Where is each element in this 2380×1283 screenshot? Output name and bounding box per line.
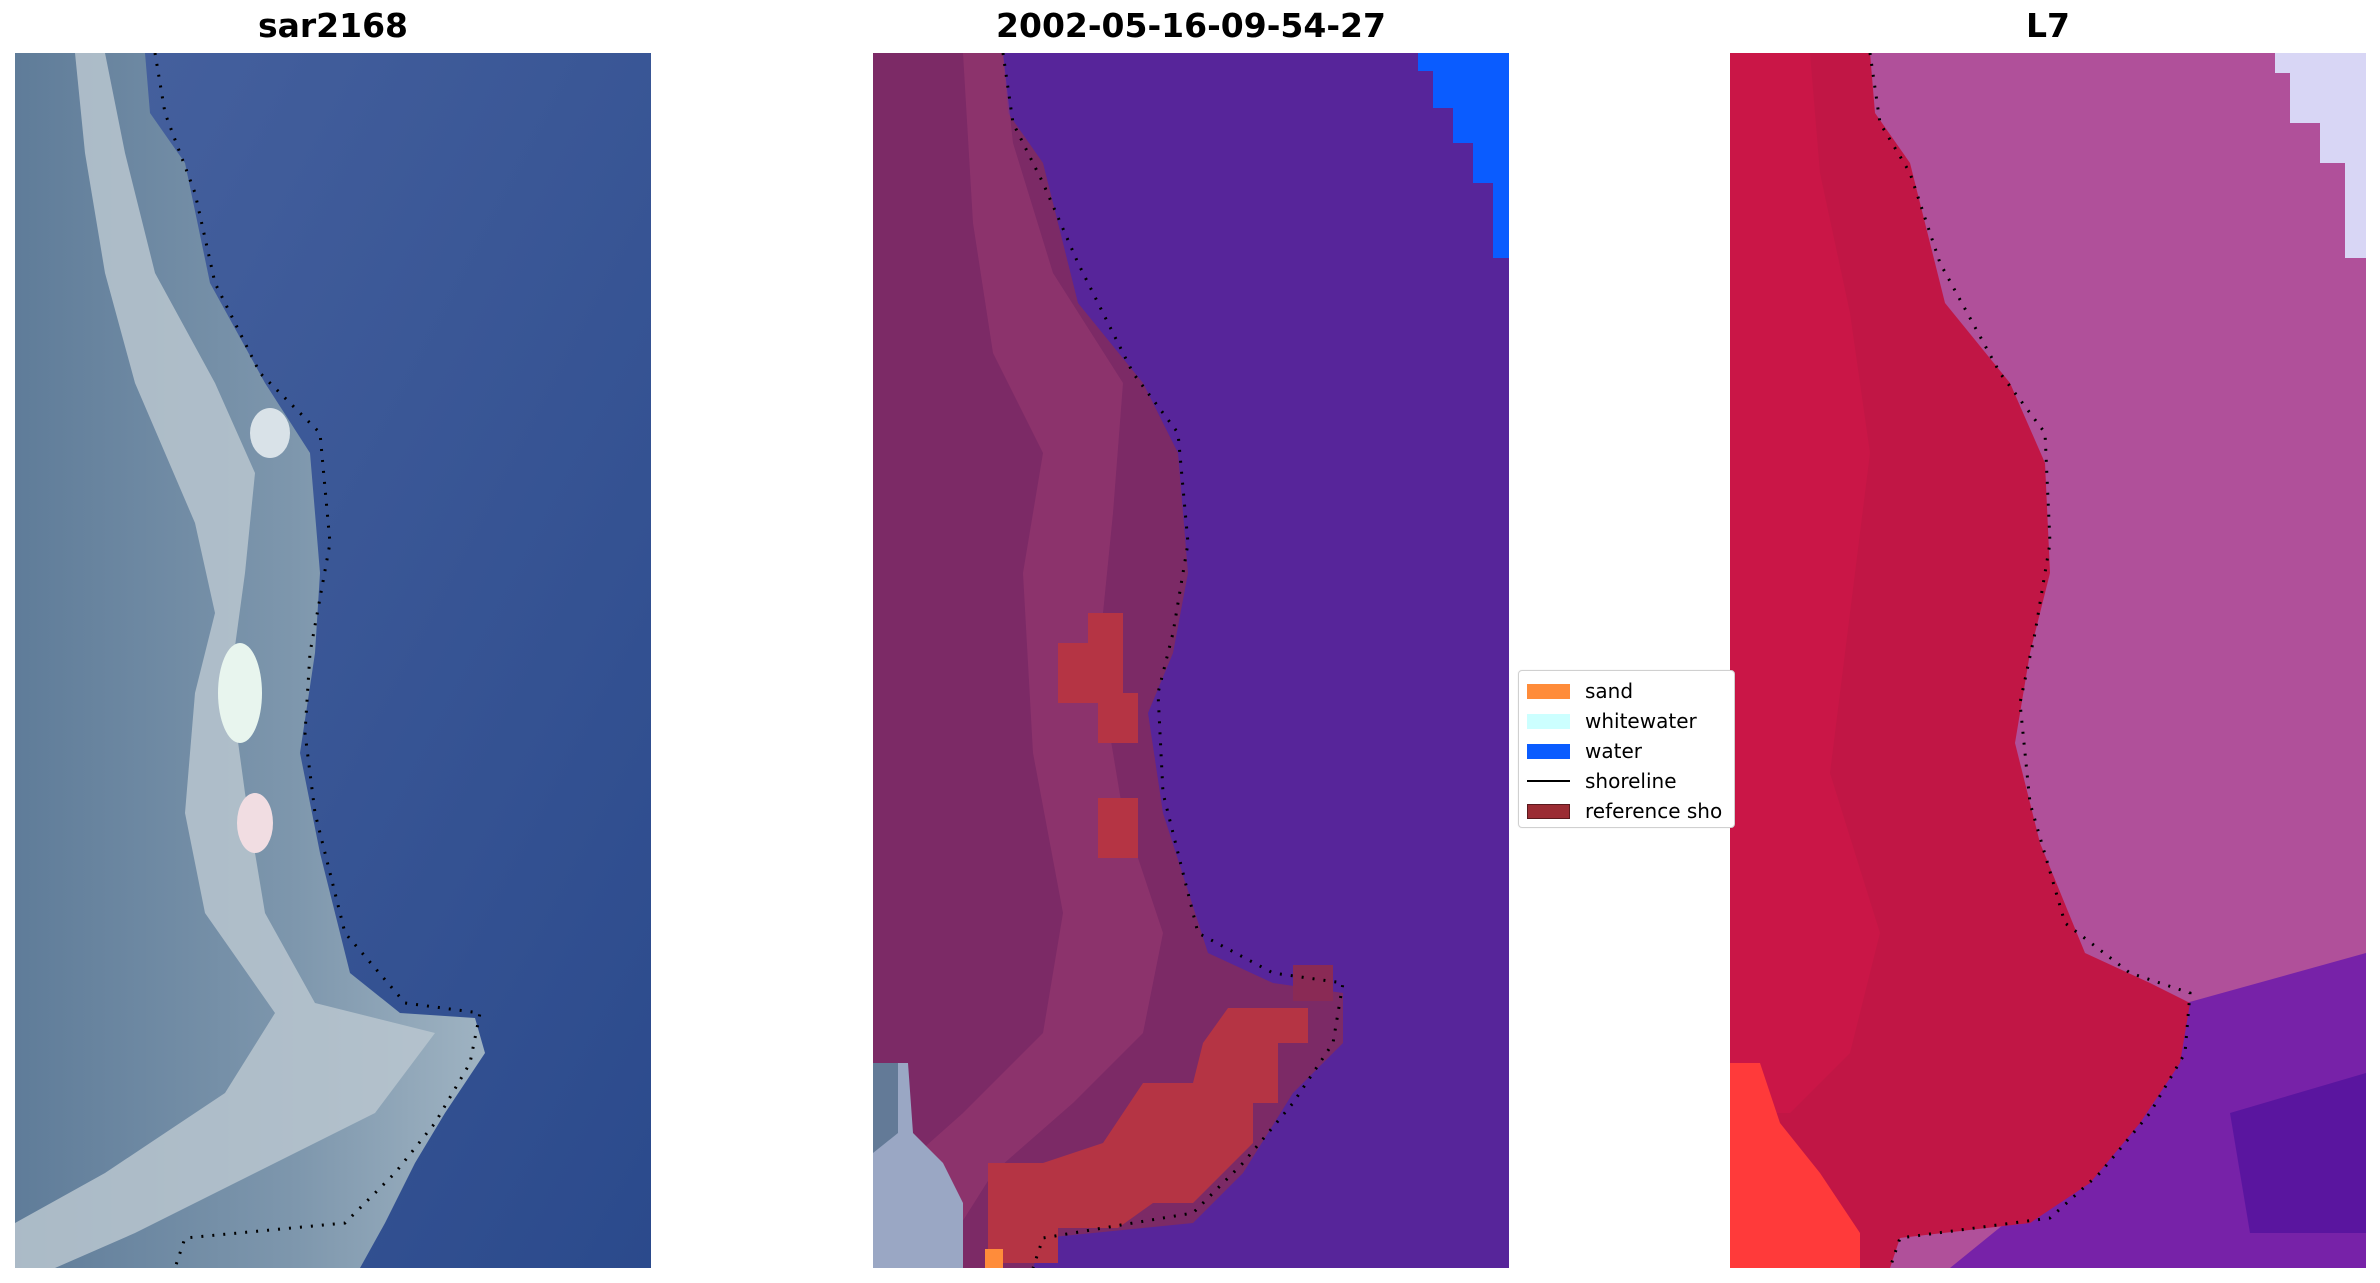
- sand-swatch-icon: [1527, 683, 1570, 699]
- l7-deep-water-2: [2230, 1073, 2366, 1233]
- bright-spot-3: [250, 408, 290, 458]
- panel-title-date: 2002-05-16-09-54-27: [996, 6, 1386, 45]
- legend-item-shoreline: shoreline: [1527, 767, 1677, 795]
- l7-land-bright: [1730, 53, 1880, 1113]
- water-swatch-icon: [1527, 743, 1570, 759]
- reference-swatch-icon: [1527, 803, 1570, 819]
- legend-label-water: water: [1585, 739, 1642, 763]
- reference-patch-1: [1058, 613, 1138, 743]
- rgb-image-svg: [15, 53, 651, 1268]
- land-mid-tone: [873, 53, 1163, 1268]
- classified-image: [873, 53, 1509, 1268]
- rgb-satellite-image: [15, 53, 651, 1268]
- legend-item-sand: sand: [1527, 677, 1633, 705]
- panel-title-sar: sar2168: [257, 6, 409, 45]
- reference-patch-4: [1293, 965, 1333, 1001]
- classified-image-svg: [873, 53, 1509, 1268]
- grey-corner: [873, 1063, 898, 1153]
- water-class-patch: [1418, 53, 1509, 258]
- whitewater-swatch-icon: [1527, 713, 1570, 729]
- panel-title-l7: L7: [2026, 6, 2070, 45]
- l7-light-corner: [2275, 53, 2366, 258]
- legend-label-sand: sand: [1585, 679, 1634, 703]
- false-color-image: [1730, 53, 2366, 1268]
- legend-label-shoreline: shoreline: [1585, 769, 1677, 793]
- sand-pixel: [985, 1249, 1003, 1268]
- bright-spot-2: [237, 793, 273, 853]
- legend-item-whitewater: whitewater: [1527, 707, 1697, 735]
- legend-item-reference-shoreline: reference sho: [1527, 797, 1722, 825]
- l7-red-corner: [1730, 1063, 1860, 1268]
- legend-label-whitewater: whitewater: [1585, 709, 1697, 733]
- l7-image-svg: [1730, 53, 2366, 1268]
- shoreline-line-icon: [1527, 780, 1570, 782]
- reference-patch-3: [988, 1008, 1308, 1263]
- legend: sand whitewater water shoreline referenc…: [1518, 670, 1735, 828]
- bright-spot: [218, 643, 262, 743]
- legend-item-water: water: [1527, 737, 1642, 765]
- reference-patch-2: [1098, 798, 1138, 858]
- legend-label-reference: reference sho: [1585, 799, 1723, 823]
